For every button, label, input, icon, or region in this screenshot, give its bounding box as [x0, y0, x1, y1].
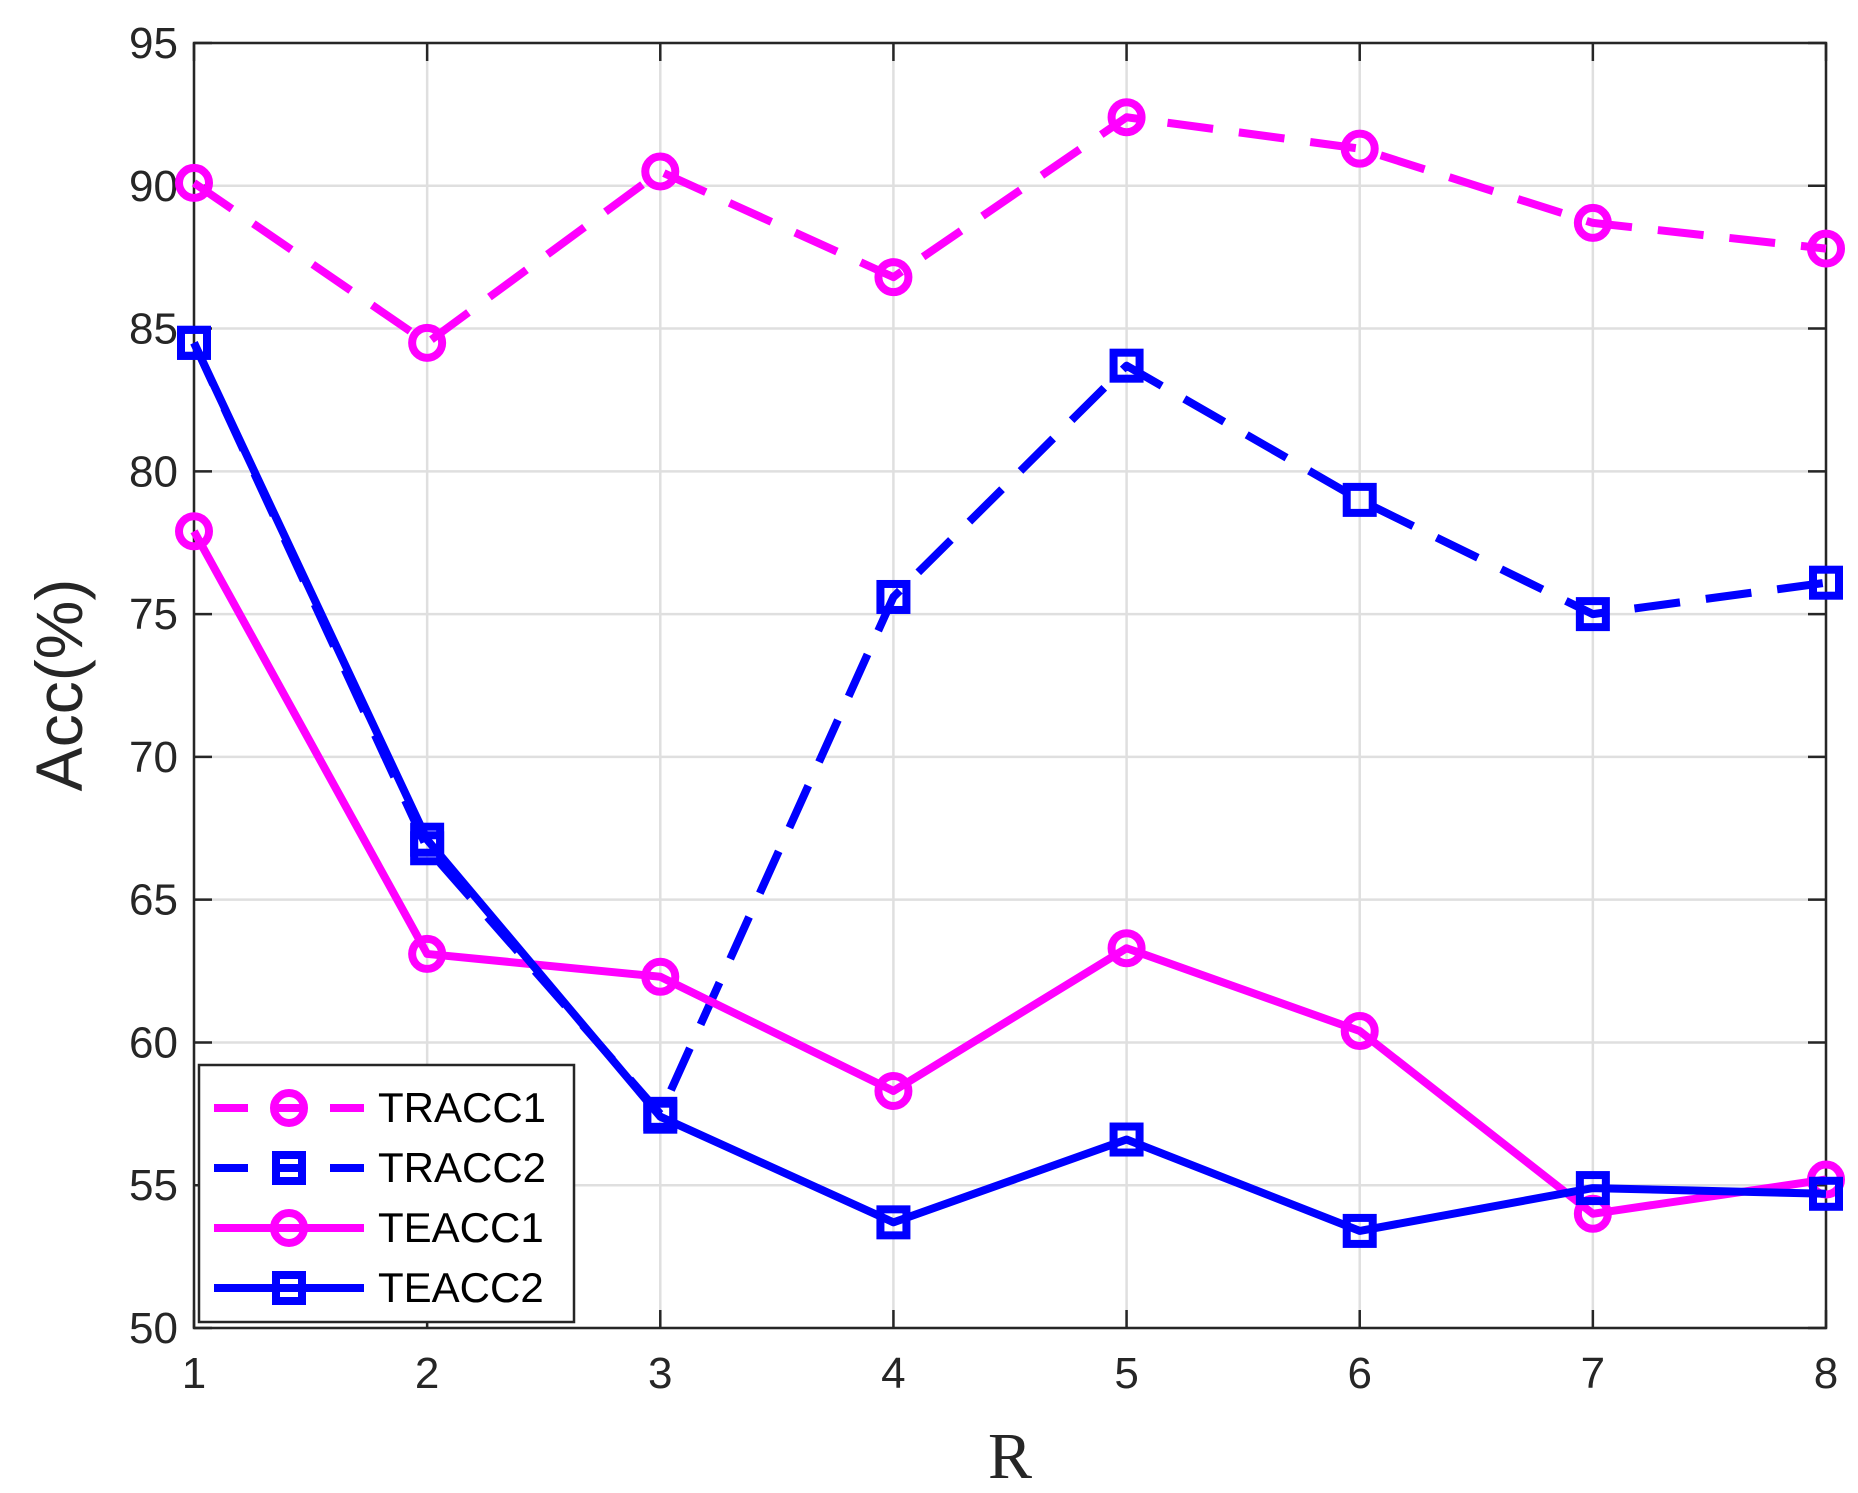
data-point-teacc2: [1575, 1171, 1610, 1206]
y-tick-label: 80: [129, 447, 178, 496]
data-point-teacc2: [177, 325, 211, 360]
data-point-teacc2: [643, 1099, 678, 1134]
series-tracc2: [177, 325, 1843, 1131]
data-point-tracc1: [1340, 129, 1379, 168]
data-point-teacc1: [408, 934, 447, 973]
legend-marker-tracc2: [272, 1151, 306, 1185]
y-tick-label: 55: [129, 1161, 178, 1210]
series-line-tracc1: [191, 113, 1827, 347]
series-line-tracc2: [190, 341, 1827, 1118]
data-point-tracc1: [874, 258, 913, 297]
data-point-teacc1: [175, 512, 213, 551]
series-line-teacc1: [190, 529, 1827, 1218]
x-tick-label: 4: [881, 1349, 905, 1398]
y-tick-label: 95: [129, 19, 178, 68]
data-point-tracc2: [1809, 565, 1843, 600]
plot-area-frame: [192, 41, 1828, 1330]
x-tick-label: 7: [1581, 1349, 1605, 1398]
series-group: [175, 98, 1845, 1248]
legend-label-teacc1: TEACC1: [378, 1204, 544, 1251]
y-tick-label: 90: [129, 162, 178, 211]
y-tick-label: 65: [129, 876, 178, 925]
legend-marker-tracc1: [270, 1089, 308, 1127]
legend-label-tracc1: TRACC1: [378, 1084, 546, 1131]
y-tick-label: 60: [129, 1018, 178, 1067]
data-point-tracc2: [1109, 348, 1144, 383]
x-tick-label: 2: [415, 1349, 439, 1398]
x-tick-label: 1: [182, 1349, 206, 1398]
data-point-teacc2: [1342, 1213, 1377, 1248]
data-point-tracc1: [1107, 98, 1146, 137]
data-point-teacc2: [410, 822, 445, 857]
legend-label-teacc2: TEACC2: [378, 1264, 544, 1311]
data-point-teacc1: [874, 1071, 913, 1110]
y-tick-label: 75: [129, 590, 178, 639]
x-tick-label: 5: [1114, 1349, 1138, 1398]
data-point-teacc1: [1340, 1012, 1379, 1051]
legend-marker-teacc1: [270, 1209, 308, 1247]
data-point-teacc2: [1809, 1176, 1843, 1211]
legend: TRACC1 TRACC2 TEACC1 TEACC2: [197, 1063, 576, 1324]
x-tick-label: 3: [648, 1349, 672, 1398]
data-point-tracc1: [1807, 229, 1845, 268]
data-point-tracc1: [641, 152, 680, 191]
y-tick-label: 50: [129, 1304, 178, 1353]
x-tick-label: 8: [1814, 1349, 1838, 1398]
legend-label-tracc2: TRACC2: [378, 1144, 546, 1191]
data-point-tracc1: [1573, 203, 1612, 242]
data-point-teacc1: [641, 957, 680, 996]
legend-box: [197, 1063, 576, 1324]
data-point-teacc1: [1107, 929, 1146, 968]
data-point-teacc2: [876, 1205, 911, 1240]
y-tick-label: 85: [129, 305, 178, 354]
axis-ticks: 50 55 60 65 70 75 80 85 90 95 1 2 3 4 5 6 7 8: [129, 19, 1838, 1398]
x-tick-label: 6: [1347, 1349, 1371, 1398]
x-axis-title: R: [988, 1420, 1032, 1493]
y-axis-title: Acc(%): [22, 579, 96, 792]
data-point-tracc1: [408, 323, 447, 362]
data-point-teacc2: [1109, 1122, 1144, 1157]
series-tracc1: [175, 98, 1845, 362]
data-point-tracc2: [1342, 482, 1377, 517]
data-point-tracc2: [1575, 597, 1610, 632]
y-tick-label: 70: [129, 733, 178, 782]
data-point-tracc2: [876, 579, 911, 614]
series-line-teacc2: [190, 341, 1827, 1235]
data-point-tracc1: [175, 163, 213, 202]
series-teacc2: [177, 325, 1843, 1248]
series-teacc1: [175, 512, 1845, 1233]
legend-marker-teacc2: [272, 1271, 306, 1305]
